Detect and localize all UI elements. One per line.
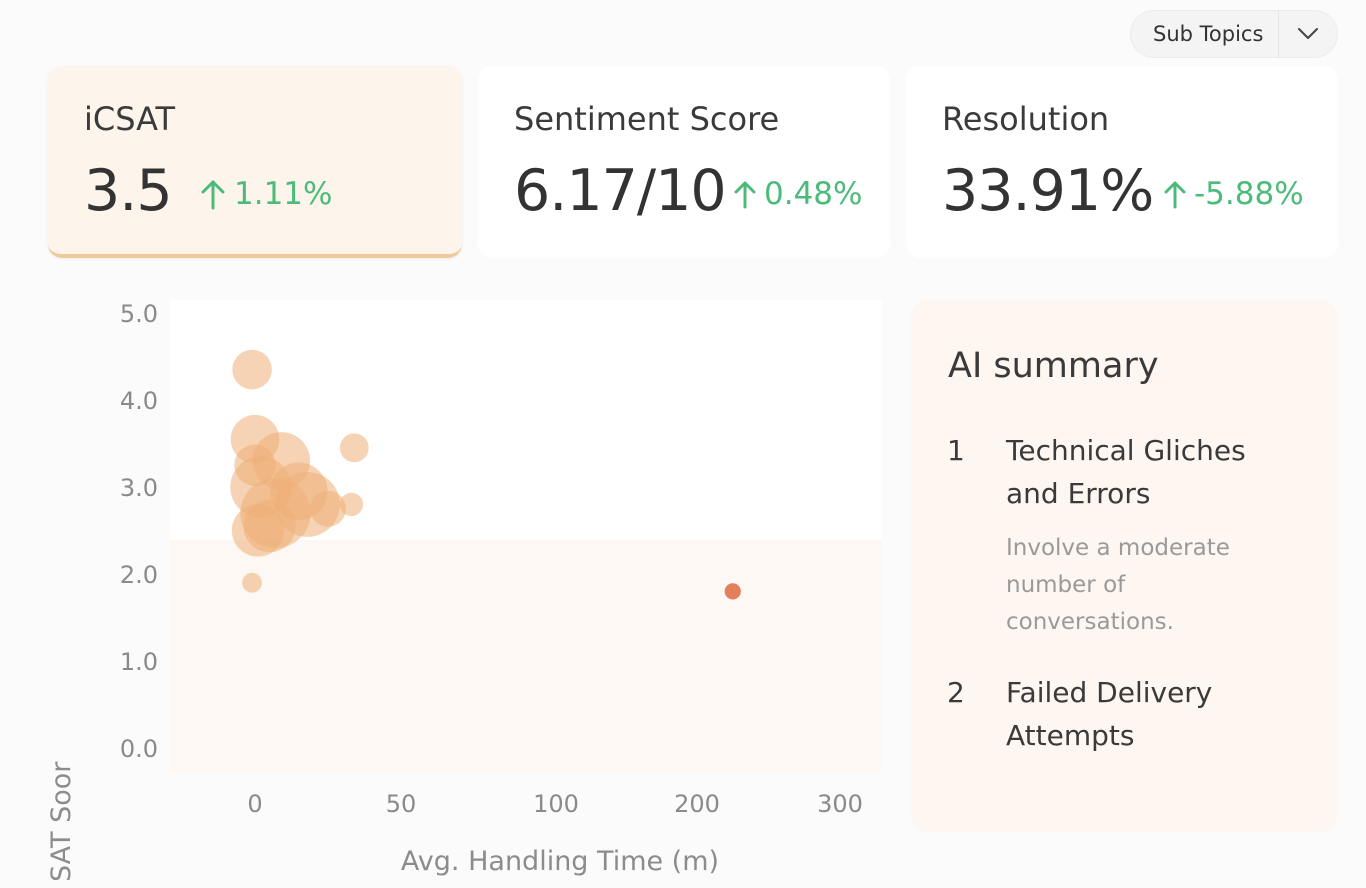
y-tick-label: 2.0	[120, 561, 158, 589]
y-tick-label: 4.0	[120, 387, 158, 415]
plot-area-lower	[170, 540, 882, 772]
outlier-point[interactable]	[724, 583, 741, 600]
y-axis-label: iCSAT Soor	[46, 761, 77, 880]
y-axis-ticks: 5.0 4.0 3.0 2.0 1.0 0.0	[120, 300, 158, 763]
x-axis-label: Avg. Handling Time (m)	[401, 846, 719, 877]
y-tick-label: 0.0	[120, 735, 158, 763]
x-tick-label: 200	[674, 790, 720, 818]
chevron-down-icon[interactable]	[1279, 27, 1337, 41]
summary-item-number: 1	[947, 434, 965, 467]
y-tick-label: 1.0	[120, 648, 158, 676]
bubble-point[interactable]	[231, 504, 285, 557]
scatter-chart: 5.0 4.0 3.0 2.0 1.0 0.0 0 50 100 200 300 Avg. Han…	[46, 300, 882, 880]
summary-item-title[interactable]: Failed Delivery Attempts	[1006, 676, 1213, 752]
metric-delta-value: -5.88%	[1194, 176, 1304, 212]
y-tick-label: 3.0	[120, 474, 158, 502]
summary-item-number: 2	[947, 676, 965, 709]
metric-delta: 0.48%	[734, 176, 862, 212]
sub-topics-dropdown[interactable]: Sub Topics	[1130, 10, 1338, 58]
bubble-point[interactable]	[242, 572, 262, 593]
x-axis-ticks: 0 50 100 200 300	[247, 790, 863, 818]
summary-item-description: Involve a moderate number of conversatio…	[1006, 535, 1230, 635]
arrow-up-icon	[1164, 181, 1186, 209]
metric-title: Sentiment Score	[514, 100, 780, 138]
metric-title: Resolution	[942, 100, 1110, 138]
summary-item-title[interactable]: Technical Gliches and Errors	[1006, 434, 1246, 510]
sub-topics-label: Sub Topics	[1153, 22, 1264, 46]
metric-title: iCSAT	[84, 100, 176, 138]
metric-delta: 1.11%	[200, 176, 332, 212]
dropdown-divider	[1278, 10, 1279, 58]
x-tick-label: 50	[386, 790, 417, 818]
metric-delta: -5.88%	[1164, 176, 1304, 212]
metric-card-icsat[interactable]: iCSAT 3.5 1.11%	[48, 66, 462, 258]
data-points	[230, 349, 741, 600]
metric-delta-value: 0.48%	[764, 176, 863, 212]
ai-summary-title: AI summary	[948, 346, 1159, 386]
ai-summary-panel: AI summary 1 Technical Gliches and Error…	[911, 300, 1337, 832]
x-tick-label: 100	[533, 790, 579, 818]
metric-delta-value: 1.11%	[234, 176, 333, 212]
metric-card-resolution[interactable]: Resolution 33.91% -5.88%	[906, 66, 1338, 258]
bubble-point[interactable]	[339, 433, 369, 463]
metric-value: 6.17/10	[514, 158, 727, 224]
metric-value: 3.5	[84, 158, 173, 224]
arrow-up-icon	[734, 181, 756, 209]
x-tick-label: 300	[817, 790, 863, 818]
bubble-point[interactable]	[232, 349, 272, 390]
metric-card-sentiment[interactable]: Sentiment Score 6.17/10 0.48%	[478, 66, 890, 258]
y-tick-label: 5.0	[120, 300, 158, 328]
arrow-up-icon	[201, 180, 225, 210]
metric-value: 33.91%	[942, 158, 1154, 224]
x-tick-label: 0	[247, 790, 262, 818]
